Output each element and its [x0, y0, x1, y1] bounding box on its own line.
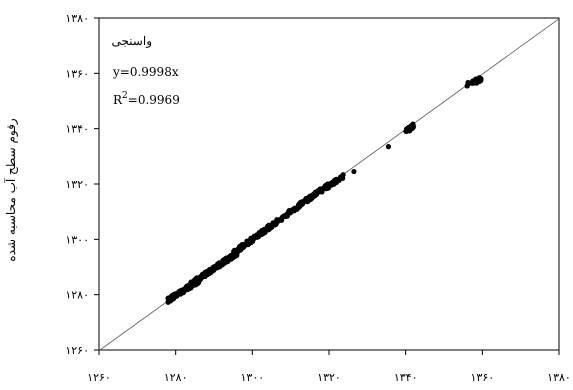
- data-point: [236, 246, 242, 252]
- x-tick-label: ۱۳۸۰: [547, 371, 571, 384]
- data-point: [233, 249, 240, 256]
- x-axis: ۱۲۶۰ ۱۲۸۰ ۱۳۰۰ ۱۳۲۰ ۱۳۴۰ ۱۳۶۰ ۱۳۸۰: [87, 350, 571, 384]
- data-point: [478, 76, 484, 83]
- data-point: [332, 177, 338, 183]
- x-tick-label: ۱۳۲۰: [317, 371, 341, 384]
- data-point: [295, 202, 302, 208]
- y-tick-label: ۱۲۶۰: [65, 344, 89, 357]
- y-tick-label: ۱۳۸۰: [65, 12, 89, 25]
- data-point: [286, 208, 293, 214]
- y-axis: ۱۲۶۰ ۱۲۸۰ ۱۳۰۰ ۱۳۲۰ ۱۳۴۰ ۱۳۶۰ ۱۳۸۰: [65, 12, 99, 357]
- y-tick-label: ۱۳۶۰: [65, 67, 89, 80]
- y-tick-label: ۱۳۰۰: [65, 233, 89, 246]
- data-point: [244, 241, 250, 247]
- data-point: [339, 173, 346, 179]
- data-point: [178, 289, 185, 295]
- annotation-r2: R2=0.9969: [113, 91, 180, 107]
- data-point: [208, 267, 215, 273]
- data-point: [320, 186, 326, 192]
- x-tick-label: ۱۲۸۰: [164, 371, 188, 384]
- data-point: [216, 262, 222, 268]
- y-tick-label: ۱۳۲۰: [65, 178, 89, 191]
- y-tick-label: ۱۳۴۰: [65, 123, 89, 136]
- data-point: [336, 177, 342, 183]
- data-point: [278, 217, 285, 223]
- x-tick-label: ۱۳۶۰: [471, 371, 495, 384]
- x-tick-label: ۱۲۶۰: [87, 371, 111, 384]
- y-tick-label: ۱۲۸۰: [65, 289, 89, 302]
- data-point: [351, 168, 357, 175]
- y-axis-label: رقوم سطح آب محاسبه شده: [3, 118, 18, 261]
- annotation-equation: y=0.9998x: [112, 65, 179, 79]
- data-point: [272, 222, 278, 228]
- data-point: [202, 273, 208, 279]
- data-point: [469, 80, 475, 86]
- data-point: [473, 78, 479, 84]
- data-point: [170, 296, 176, 302]
- annotation-label: واسنجی: [111, 34, 152, 48]
- data-point: [410, 124, 416, 130]
- data-point: [192, 279, 198, 285]
- data-point: [405, 125, 411, 131]
- data-point: [256, 231, 262, 237]
- data-point: [197, 276, 203, 282]
- x-tick-label: ۱۳۴۰: [394, 371, 418, 384]
- x-tick-label: ۱۳۰۰: [241, 371, 265, 384]
- data-point: [325, 185, 331, 191]
- data-point: [328, 180, 334, 186]
- data-point: [312, 189, 319, 195]
- data-point: [385, 144, 392, 150]
- data-points: [165, 75, 484, 305]
- data-point: [224, 255, 230, 261]
- data-point: [165, 299, 171, 305]
